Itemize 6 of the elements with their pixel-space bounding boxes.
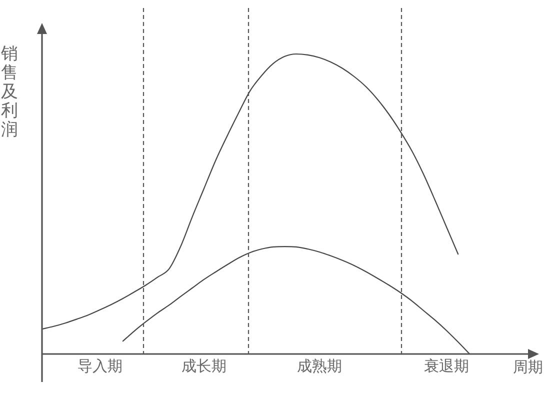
x-axis-title: 周期	[513, 358, 543, 376]
x-tick-label: 成长期	[181, 358, 226, 375]
x-tick-label: 衰退期	[424, 358, 470, 375]
y-axis-title: 销售及利润	[1, 44, 19, 139]
x-tick-label: 成熟期	[296, 358, 342, 375]
x-tick-label: 导入期	[77, 358, 122, 375]
